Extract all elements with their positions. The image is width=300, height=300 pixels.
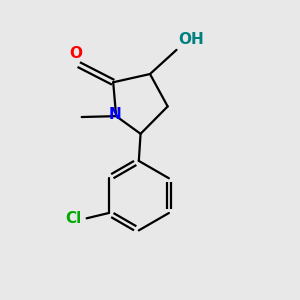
Text: O: O xyxy=(69,46,82,61)
Text: N: N xyxy=(109,107,121,122)
Text: Cl: Cl xyxy=(65,212,81,226)
Text: OH: OH xyxy=(178,32,204,47)
